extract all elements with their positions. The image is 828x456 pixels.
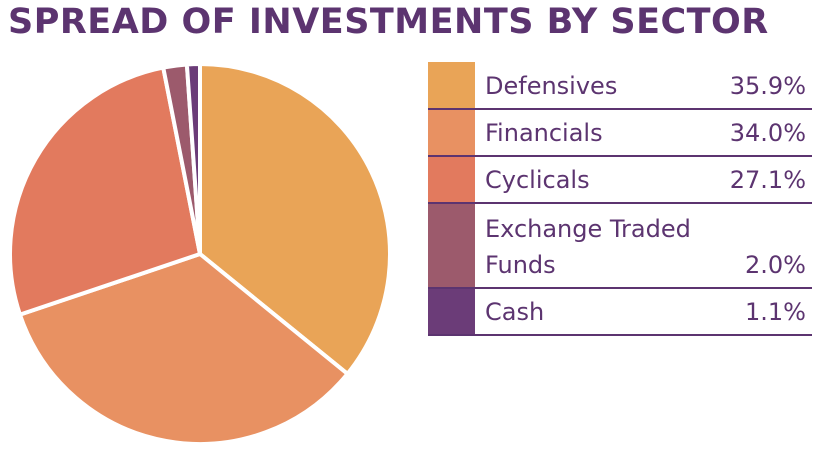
legend-value: 35.9% — [729, 72, 806, 100]
legend-label: Exchange Traded Funds — [485, 215, 691, 279]
legend-item-defensives: Defensives 35.9% — [428, 62, 812, 110]
pie-slice-cash — [184, 61, 202, 256]
legend-label: Cash — [485, 298, 545, 326]
legend-label: Cyclicals — [485, 166, 590, 194]
legend-item-financials: Financials 34.0% — [428, 110, 812, 157]
legend-value: 1.1% — [745, 298, 806, 326]
pie-slice-cyclicals — [8, 65, 202, 317]
legend-swatch-exchange-traded-funds — [428, 204, 475, 287]
legend-value: 27.1% — [729, 166, 806, 194]
pie-chart — [8, 61, 392, 447]
legend-swatch-financials — [428, 110, 475, 155]
legend-value: 2.0% — [745, 251, 806, 279]
legend-label: Financials — [485, 119, 603, 147]
legend-swatch-defensives — [428, 62, 475, 108]
pie-slices — [8, 61, 392, 447]
legend: Defensives 35.9% Financials 34.0% Cyclic… — [428, 62, 812, 336]
pie-slice-defensives — [198, 62, 392, 376]
legend-item-exchange-traded-funds: Exchange Traded Funds 2.0% — [428, 204, 812, 289]
legend-swatch-cash — [428, 289, 475, 334]
legend-value: 34.0% — [729, 119, 806, 147]
legend-item-cyclicals: Cyclicals 27.1% — [428, 157, 812, 204]
pie-slice-financials — [17, 252, 350, 447]
legend-swatch-cyclicals — [428, 157, 475, 202]
legend-label: Defensives — [485, 72, 618, 100]
chart-title: SPREAD OF INVESTMENTS BY SECTOR — [8, 2, 769, 42]
legend-item-cash: Cash 1.1% — [428, 289, 812, 336]
